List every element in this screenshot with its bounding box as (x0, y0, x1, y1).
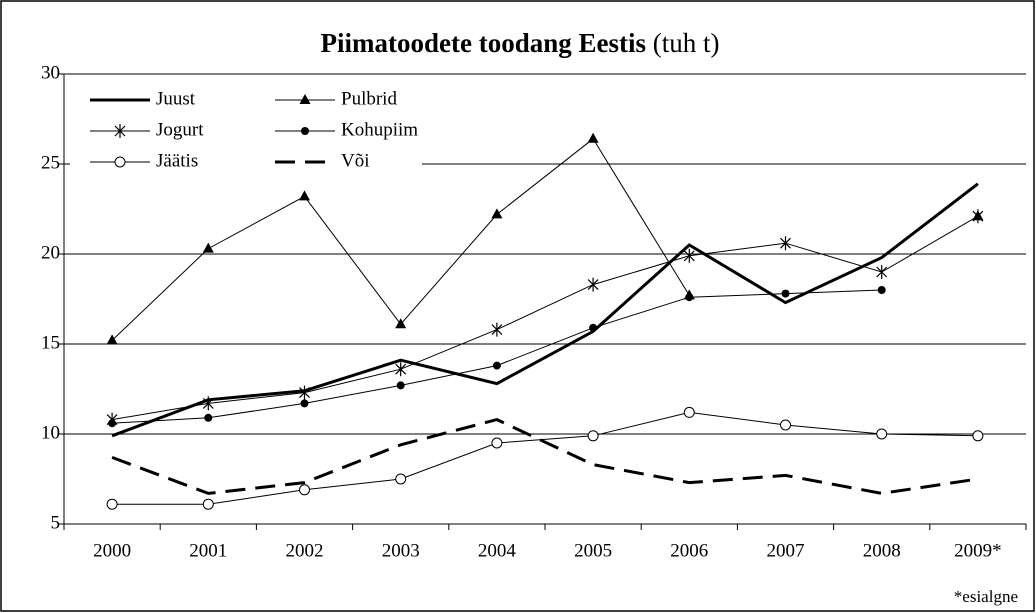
marker (202, 242, 214, 253)
x-tick-label: 2000 (93, 540, 131, 561)
series-line (112, 215, 979, 421)
x-tick-label: 2008 (863, 540, 901, 561)
marker (299, 385, 310, 400)
legend-bg (70, 80, 422, 180)
series-line (111, 418, 979, 495)
marker (204, 413, 213, 422)
marker (396, 381, 405, 390)
x-tick-label: 2001 (189, 540, 227, 561)
x-tick-label: 2003 (382, 540, 420, 561)
marker (395, 362, 407, 377)
legend-label: Kohupiim (341, 119, 418, 140)
marker (780, 419, 791, 431)
x-tick-label: 2006 (670, 540, 708, 561)
marker (202, 396, 214, 411)
marker (114, 156, 126, 168)
marker (106, 498, 118, 510)
x-tick-label: 2009* (954, 540, 1002, 561)
marker (972, 209, 984, 224)
marker (685, 293, 694, 302)
x-tick-label: 2005 (574, 540, 612, 561)
marker (780, 236, 791, 251)
marker (683, 248, 695, 263)
marker (877, 286, 886, 294)
marker (300, 399, 309, 408)
legend-label: Juust (156, 88, 196, 109)
marker (299, 94, 311, 104)
y-tick-label: 25 (41, 152, 60, 173)
y-tick-label: 5 (51, 512, 61, 533)
series-line (111, 182, 979, 438)
marker (491, 322, 503, 337)
marker (589, 323, 598, 332)
marker (301, 127, 309, 135)
marker (587, 132, 599, 143)
x-tick-label: 2007 (767, 540, 805, 561)
legend-label: Jogurt (156, 119, 204, 140)
marker (395, 318, 407, 329)
title-unit: (tuh t) (653, 28, 720, 58)
marker (876, 428, 888, 440)
marker (299, 190, 310, 201)
marker (202, 498, 214, 510)
marker (299, 484, 310, 496)
y-tick-label: 20 (41, 242, 60, 263)
series-line (112, 411, 978, 505)
marker (683, 406, 695, 418)
marker (492, 361, 501, 370)
title-main: Piimatoodete toodang Eestis (321, 28, 646, 58)
legend-label: Või (341, 150, 370, 171)
marker (972, 430, 984, 442)
legend: Juust Pulbrid Jogurt Kohupiim Jäätis Või (70, 80, 422, 180)
marker (587, 277, 599, 292)
footnote: *esialgne (954, 587, 1018, 606)
x-tick-label: 2002 (286, 540, 324, 561)
chart-title: Piimatoodete toodang Eestis (tuh t) (321, 28, 720, 58)
y-tick-label: 15 (41, 332, 60, 353)
y-tick-label: 10 (41, 422, 60, 443)
legend-label: Jäätis (156, 150, 198, 171)
marker (781, 289, 790, 298)
marker (106, 334, 118, 345)
marker (876, 265, 888, 279)
marker (114, 124, 126, 138)
marker (587, 430, 599, 442)
x-tick-label: 2004 (478, 540, 517, 561)
marker (491, 208, 503, 219)
marker (108, 419, 117, 428)
marker (395, 473, 407, 485)
legend-label: Pulbrid (341, 88, 397, 109)
marker (491, 437, 503, 449)
y-tick-label: 30 (41, 62, 60, 83)
